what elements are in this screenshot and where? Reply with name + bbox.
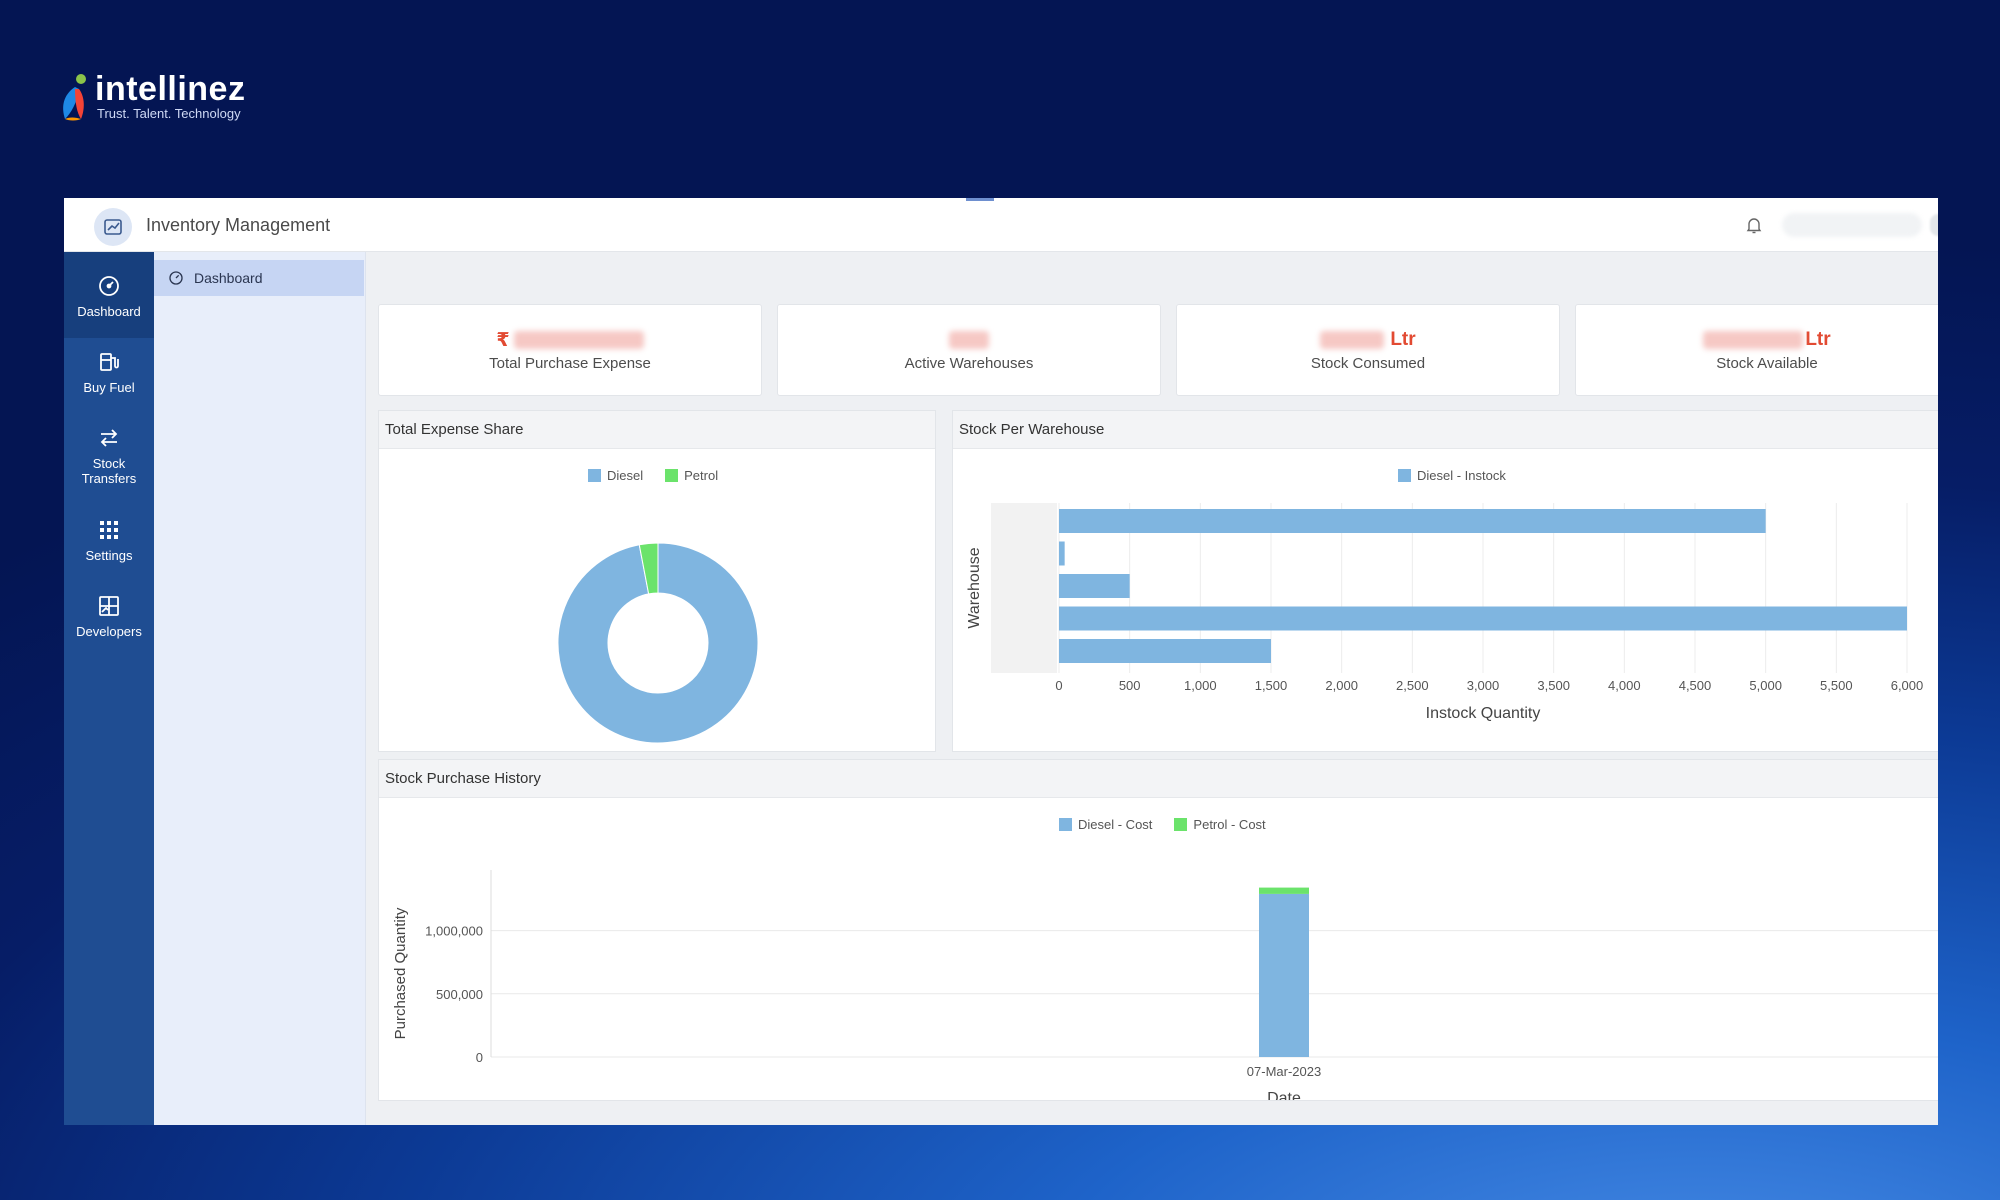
legend-item-diesel-instock[interactable]: Diesel - Instock	[1398, 468, 1506, 483]
stacked-bar-chart: 0 500,000 1,000,000 07-Mar-2023 Date Purchase…	[392, 870, 1938, 1100]
x-tick-label: 4,000	[1608, 678, 1641, 693]
rail-label-settings: Settings	[85, 548, 133, 563]
panel-title: Stock Per Warehouse	[953, 411, 1938, 449]
x-tick-label: 5,500	[1820, 678, 1853, 693]
rail-item-dashboard[interactable]: Dashboard	[64, 252, 154, 338]
x-tick-label: 3,500	[1537, 678, 1570, 693]
app-chart-icon[interactable]	[94, 208, 132, 246]
rail-item-settings[interactable]: Settings	[64, 506, 154, 582]
secondary-sidebar: Dashboard	[154, 252, 366, 1125]
stat-card-stock-consumed: Ltr Stock Consumed	[1176, 304, 1560, 396]
rail-label-stock: Stock	[92, 456, 126, 471]
y-tick-label: 500,000	[436, 987, 483, 1002]
x-tick-label: 4,500	[1679, 678, 1712, 693]
y-tick-label: 1,000,000	[425, 924, 483, 939]
x-tick-label: 6,000	[1891, 678, 1924, 693]
top-indicator	[966, 198, 994, 201]
x-tick-label: 5,000	[1749, 678, 1782, 693]
warehouse-bar	[1059, 639, 1271, 663]
legend-item-petrol-cost[interactable]: Petrol - Cost	[1174, 817, 1266, 832]
stat-value-redacted	[1703, 331, 1804, 349]
history-bar-petrol	[1259, 887, 1309, 894]
stat-card-active-warehouses: Active Warehouses	[777, 304, 1161, 396]
legend-item-diesel-cost[interactable]: Diesel - Cost	[1059, 817, 1152, 832]
stat-value-redacted	[949, 331, 989, 349]
app-window: Inventory Management Dashboard Buy Fuel	[64, 198, 1938, 1125]
warehouse-bar	[1059, 509, 1766, 533]
top-bar: Inventory Management	[64, 198, 1938, 252]
app-title: Inventory Management	[146, 215, 331, 235]
stat-value-redacted	[513, 331, 644, 349]
x-tick-label: 500	[1119, 678, 1141, 693]
logo-mark-icon	[55, 73, 91, 121]
chart-legend: Diesel - Instock	[1398, 468, 1528, 483]
x-tick-label: 07-Mar-2023	[1247, 1064, 1321, 1079]
stat-label: Stock Consumed	[1310, 355, 1426, 372]
brand-name: intellinez	[95, 70, 246, 108]
history-bar-diesel	[1259, 893, 1309, 1057]
panel-title: Stock Purchase History	[379, 760, 1938, 798]
stat-value-redacted	[1320, 331, 1385, 349]
stat-label: Stock Available	[1716, 355, 1818, 372]
stat-card-stock-available: Ltr Stock Available	[1575, 304, 1938, 396]
rail-label-dashboard: Dashboard	[77, 304, 141, 319]
rail-item-stock-transfers[interactable]: Stock Transfers	[64, 414, 154, 506]
rail-label-buy-fuel: Buy Fuel	[83, 380, 135, 395]
stat-label: Total Purchase Expense	[489, 355, 651, 372]
legend-item-diesel[interactable]: Diesel	[588, 468, 643, 483]
donut-slice-diesel	[557, 542, 759, 744]
x-tick-label: 3,000	[1467, 678, 1500, 693]
intellinez-logo: intellinez Trust. Talent. Technology	[55, 72, 245, 122]
subnav-item-dashboard[interactable]: Dashboard	[154, 260, 364, 296]
panel-stock-purchase-history: Stock Purchase History Diesel - Cost Pet…	[378, 759, 1938, 1101]
warehouse-bar	[1059, 606, 1907, 631]
rail-item-buy-fuel[interactable]: Buy Fuel	[64, 338, 154, 414]
dashboard-gauge-icon	[169, 271, 183, 285]
x-tick-label: 1,000	[1184, 678, 1217, 693]
donut-chart	[557, 542, 759, 744]
horizontal-bar-chart: 0 500 1,000 1,500 2,000 2,500 3,000 3,500 4,000 4…	[966, 503, 1924, 722]
warehouse-bar	[1059, 574, 1130, 598]
settings-grid-icon	[100, 521, 118, 539]
y-tick-label: 0	[476, 1050, 483, 1065]
user-menu[interactable]	[1782, 213, 1922, 237]
rail-label-transfers: Transfers	[81, 471, 137, 486]
stat-currency: ₹	[496, 329, 510, 351]
stat-unit: Ltr	[1390, 329, 1416, 350]
x-tick-label: 0	[1055, 678, 1062, 693]
chart-legend: Diesel - Cost Petrol - Cost	[1059, 817, 1288, 832]
x-tick-label: 2,500	[1396, 678, 1429, 693]
dashboard-gauge-icon	[99, 276, 119, 296]
x-tick-label: 2,000	[1325, 678, 1358, 693]
y-axis-title: Purchased Quantity	[392, 907, 409, 1039]
developers-chart-icon	[99, 596, 119, 616]
x-axis-title: Date	[1267, 1090, 1301, 1100]
panel-total-expense-share: Total Expense Share Diesel Petrol	[378, 410, 936, 752]
stat-label: Active Warehouses	[904, 355, 1034, 372]
subnav-label-dashboard: Dashboard	[194, 270, 263, 286]
fuel-pump-icon	[100, 353, 119, 371]
notification-bell-icon[interactable]	[1744, 215, 1764, 235]
primary-sidebar: Dashboard Buy Fuel Stock Transfers Setti…	[64, 252, 154, 1125]
transfer-arrows-icon	[100, 429, 118, 447]
legend-item-petrol[interactable]: Petrol	[665, 468, 718, 483]
donut-slice-petrol	[638, 542, 659, 595]
warehouse-bar	[1059, 541, 1065, 566]
rail-item-developers[interactable]: Developers	[64, 582, 154, 658]
user-avatar[interactable]	[1930, 214, 1938, 236]
x-axis-title: Instock Quantity	[1426, 705, 1541, 722]
rail-label-developers: Developers	[76, 624, 142, 639]
stat-card-total-purchase-expense: ₹ Total Purchase Expense	[378, 304, 762, 396]
brand-tagline: Trust. Talent. Technology	[97, 106, 241, 121]
panel-stock-per-warehouse: Stock Per Warehouse Diesel - Instock 0 50…	[952, 410, 1938, 752]
stat-unit: Ltr	[1805, 329, 1831, 350]
panel-title: Total Expense Share	[379, 411, 935, 449]
x-tick-label: 1,500	[1255, 678, 1288, 693]
chart-legend: Diesel Petrol	[588, 468, 740, 483]
y-tick-labels-redacted	[991, 503, 1057, 673]
y-axis-title: Warehouse	[966, 547, 983, 628]
